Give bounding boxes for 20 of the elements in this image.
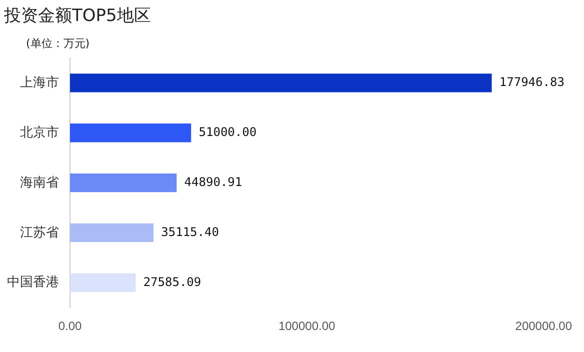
x-tick-label: 200000.00 [515,319,572,334]
x-tick-label: 100000.00 [278,319,336,334]
chart-title: 投资金额TOP5地区 [4,5,151,27]
y-tick-label: 江苏省 [20,224,59,240]
bar [70,173,177,192]
y-tick-label: 北京市 [20,124,59,140]
y-tick-label: 海南省 [20,174,59,190]
bar [70,223,154,242]
data-label: 35115.40 [161,224,219,239]
data-label: 44890.91 [184,174,242,189]
bar [70,74,492,92]
data-label: 51000.00 [198,125,257,140]
chart-subtitle: (单位：万元) [26,36,90,51]
bar [70,124,192,142]
data-label: 27585.09 [143,274,202,289]
y-tick-label: 中国香港 [7,274,59,290]
data-label: 177946.83 [499,75,564,90]
x-tick-label: 0.00 [58,319,82,334]
y-tick-label: 上海市 [20,74,59,90]
bar [70,273,136,292]
